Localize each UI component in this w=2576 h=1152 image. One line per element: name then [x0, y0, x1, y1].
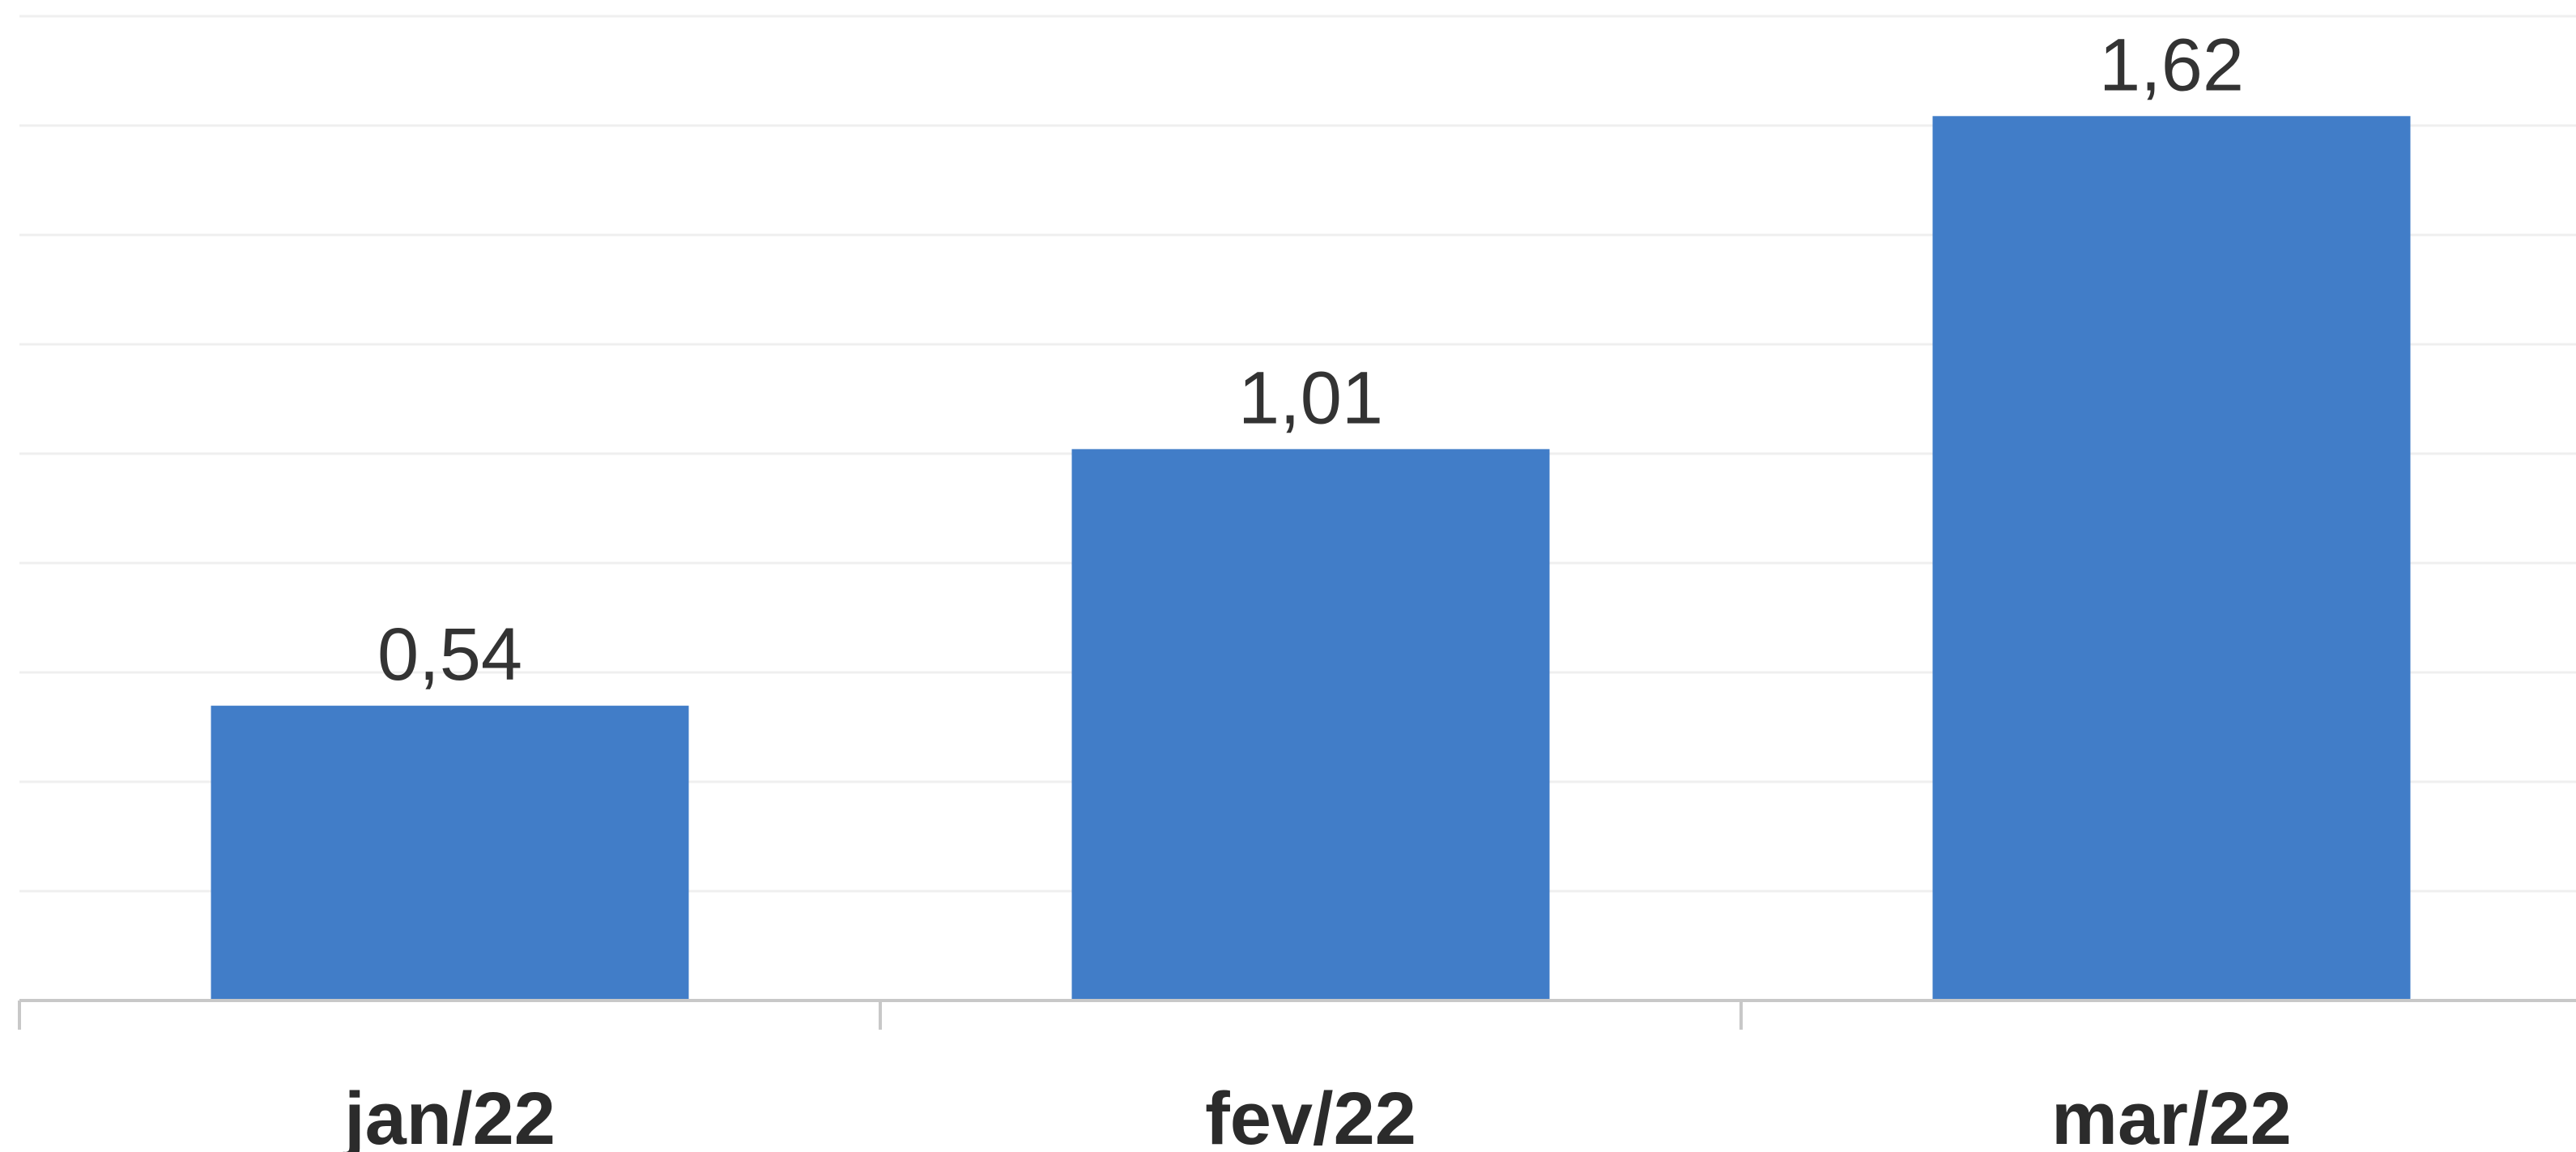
x-tick-label-jan-22: jan/22 — [343, 1077, 556, 1152]
data-label-mar-22: 1,62 — [2099, 23, 2244, 106]
bar-mar-22 — [1932, 116, 2411, 1001]
data-labels: 0,54 1,01 1,62 — [377, 23, 2244, 696]
x-tick-label-mar-22: mar/22 — [2051, 1077, 2292, 1152]
data-label-fev-22: 1,01 — [1238, 356, 1383, 439]
bar-jan-22 — [211, 706, 689, 1001]
x-tick-label-fev-22: fev/22 — [1205, 1077, 1416, 1152]
data-label-jan-22: 0,54 — [377, 613, 522, 696]
bars — [211, 116, 2411, 1001]
x-axis: jan/22 fev/22 mar/22 — [18, 999, 2576, 1152]
bar-fev-22 — [1071, 449, 1550, 1001]
